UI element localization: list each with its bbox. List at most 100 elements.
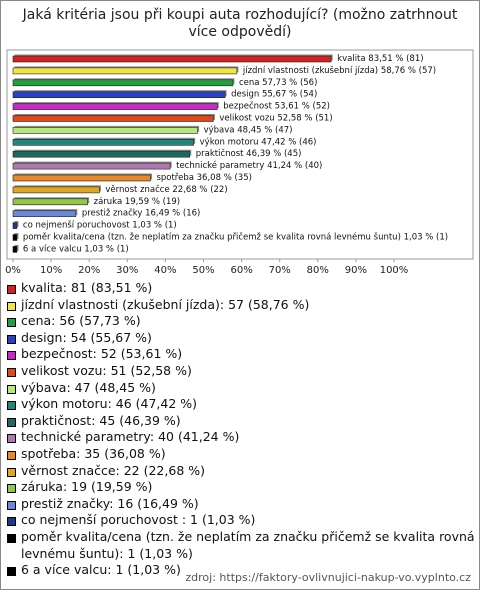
legend-label: design: 54 (55,67 %) [21,329,152,345]
legend-label: záruka: 19 (19,59 %) [21,479,153,495]
legend-swatch [7,401,16,411]
bar-label: 6 a více valcu 1,03 % (1) [23,244,129,254]
legend-swatch [7,434,16,444]
bar-label: design 55,67 % (54) [231,90,317,100]
legend-swatch [7,484,16,494]
legend-label: věrnost značce: 22 (22,68 %) [21,462,205,478]
legend: kvalita: 81 (83,51 %) jízdní vlastnosti (… [7,280,475,579]
chart: 0% 10% 20% 30% 40% 50% 60% 70% 80% 90% 100% kvalita… [5,49,474,276]
legend-swatch [7,450,16,460]
legend-item: kvalita: 81 (83,51 %) [7,280,475,297]
legend-item: technické parametry: 40 (41,24 %) [7,429,475,446]
bar [12,210,77,217]
bar [12,186,100,194]
bar-label: věrnost značce 22,68 % (22) [105,184,227,195]
legend-item: záruka: 19 (19,59 %) [7,479,475,496]
legend-swatch [7,301,16,311]
x-tick-label: 30% [116,265,138,276]
x-tick-label: 60% [230,265,252,276]
legend-label: jízdní vlastnosti (zkušební jízda): 57 (… [21,296,310,312]
bar-label: praktičnost 46,39 % (45) [196,148,302,159]
chart-title: Jaká kritéria jsou při koupi auta rozhod… [22,7,458,40]
legend-swatch [7,417,16,427]
bar-label: výkon motoru 47,42 % (46) [200,137,317,147]
legend-item: spotřeba: 35 (36,08 %) [7,446,475,463]
bar-label: kvalita 83,51 % (81) [337,54,423,64]
legend-label: praktičnost: 45 (46,39 %) [21,412,181,428]
legend-swatch [7,384,16,394]
bar-label: spotřeba 36,08 % (35) [156,173,251,183]
bar [12,115,214,122]
legend-label: co nejmenší poruchovost : 1 (1,03 %) [21,512,256,528]
legend-swatch [7,285,16,294]
bar [12,222,18,229]
legend-swatch [7,351,16,361]
bar [12,174,151,182]
bar [12,139,194,146]
x-tick-label: 50% [192,265,214,276]
bar [12,246,18,253]
legend-item: velikost vozu: 51 (52,58 %) [7,363,475,380]
bar-label: prestiž značky 16,49 % (16) [82,208,201,219]
legend-item: poměr kvalita/cena (tzn. že neplatím za … [7,529,475,562]
bar [12,103,218,110]
legend-label: velikost vozu: 51 (52,58 %) [21,362,192,378]
bar [12,67,238,75]
bar-label: jízdní vlastnosti (zkušební jízda) 58,76… [242,65,436,76]
legend-label: kvalita: 81 (83,51 %) [21,280,153,295]
legend-item: výkon motoru: 46 (47,42 %) [7,396,475,413]
legend-item: bezpečnost: 52 (53,61 %) [7,346,475,363]
bar [12,234,18,241]
bar [12,150,191,158]
x-tick-label: 70% [269,265,291,276]
legend-item: design: 54 (55,67 %) [7,330,475,347]
legend-item: výbava: 47 (48,45 %) [7,380,475,397]
legend-label: prestiž značky: 16 (16,49 %) [21,495,199,511]
x-tick-label: 20% [78,265,100,276]
legend-swatch [7,500,16,510]
bar-label: výbava 48,45 % (47) [204,125,293,135]
plot-frame [6,49,474,260]
legend-item: prestiž značky: 16 (16,49 %) [7,496,475,513]
legend-item: co nejmenší poruchovost : 1 (1,03 %) [7,512,475,529]
legend-item: 6 a více valcu: 1 (1,03 %) [7,562,475,579]
bar-label: cena 57,73 % (56) [239,78,317,88]
bar-label: velikost vozu 52,58 % (51) [219,114,332,124]
bar-label: co nejmenší poruchovost 1,03 % (1) [23,220,177,231]
legend-swatch [7,567,16,577]
bar [12,55,332,63]
bar [12,198,88,206]
x-tick-label: 80% [307,265,329,276]
legend-item: praktičnost: 45 (46,39 %) [7,413,475,430]
legend-label: 6 a více valcu: 1 (1,03 %) [21,562,181,578]
bar [12,127,198,134]
legend-swatch [7,334,16,344]
legend-swatch [7,318,16,328]
legend-label: výkon motoru: 46 (47,42 %) [21,396,198,412]
x-tick-label: 10% [40,265,62,276]
legend-swatch [7,367,16,377]
legend-item: věrnost značce: 22 (22,68 %) [7,463,475,480]
legend-item: jízdní vlastnosti (zkušební jízda): 57 (… [7,297,475,314]
legend-swatch [7,467,16,477]
bar-label: poměr kvalita/cena (tzn. že neplatím za … [23,232,448,243]
legend-label: cena: 56 (57,73 %) [21,313,141,329]
bar [12,162,171,170]
legend-swatch [7,517,16,527]
legend-label: bezpečnost: 52 (53,61 %) [21,346,183,362]
legend-item: cena: 56 (57,73 %) [7,313,475,330]
legend-label: výbava: 47 (48,45 %) [21,379,156,395]
x-tick-label: 0% [5,265,21,276]
bar [12,91,226,98]
source: zdroj: https://faktory-ovlivnujici-nakup… [185,571,471,584]
legend-swatch [7,533,16,543]
bar-label: bezpečnost 53,61 % (52) [223,101,330,112]
legend-label: spotřeba: 35 (36,08 %) [21,445,166,461]
bar [12,79,234,87]
bar-label: technické parametry 41,24 % (40) [176,160,322,171]
legend-label: technické parametry: 40 (41,24 %) [21,429,240,445]
x-tick-label: 40% [154,265,176,276]
bar-label: záruka 19,59 % (19) [94,197,181,207]
x-tick-label: 90% [345,265,367,276]
